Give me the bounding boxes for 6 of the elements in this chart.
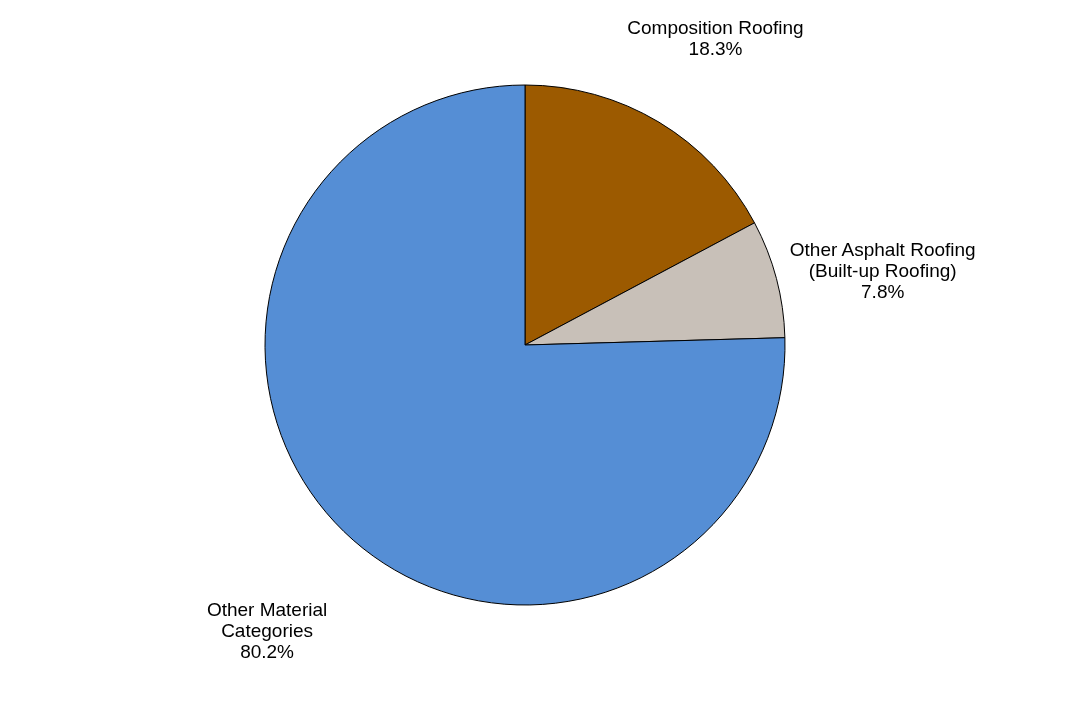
slice-label: Other Material Categories	[206, 599, 328, 642]
data-label: 7.8%	[861, 281, 905, 303]
data-label: 18.3%	[688, 37, 743, 59]
data-label: 80.2%	[240, 641, 295, 663]
slice-label: Other Asphalt Roofing (Built-up Roofing)	[789, 239, 976, 282]
slice-label: Composition Roofing	[627, 16, 804, 38]
